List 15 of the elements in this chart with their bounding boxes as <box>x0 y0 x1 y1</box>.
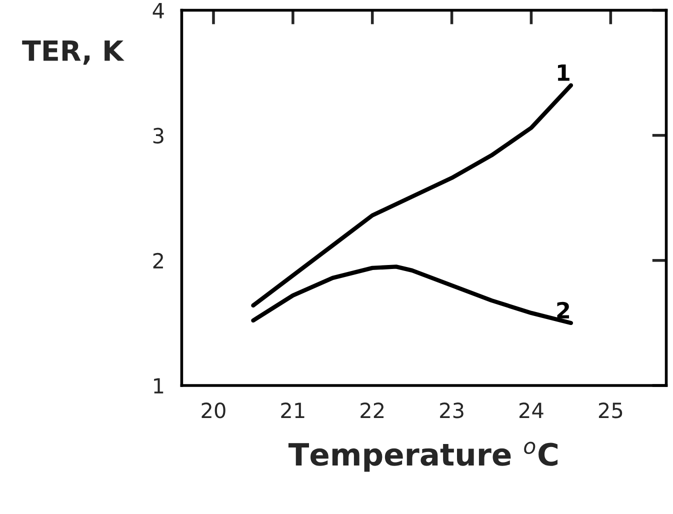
y-tick-label: 3 <box>153 128 164 144</box>
x-tick-label: 23 <box>440 402 464 418</box>
y-tick-label: 2 <box>153 252 163 268</box>
line-series <box>251 264 574 326</box>
y-tick-label: 4 <box>152 3 164 18</box>
x-tick-label: 25 <box>598 402 622 418</box>
series-label: 1 <box>558 64 570 81</box>
series-label: 2 <box>557 302 570 318</box>
x-tick-label: 24 <box>520 402 544 418</box>
y-axis-title: TER, K <box>22 40 124 65</box>
x-axis-title: Temperature $^{o}$C <box>288 442 558 472</box>
y-tick-label: 1 <box>154 378 164 394</box>
x-tick-label: 22 <box>360 402 384 418</box>
x-tick-label: 20 <box>202 402 226 418</box>
x-tick-label: 21 <box>281 402 304 418</box>
